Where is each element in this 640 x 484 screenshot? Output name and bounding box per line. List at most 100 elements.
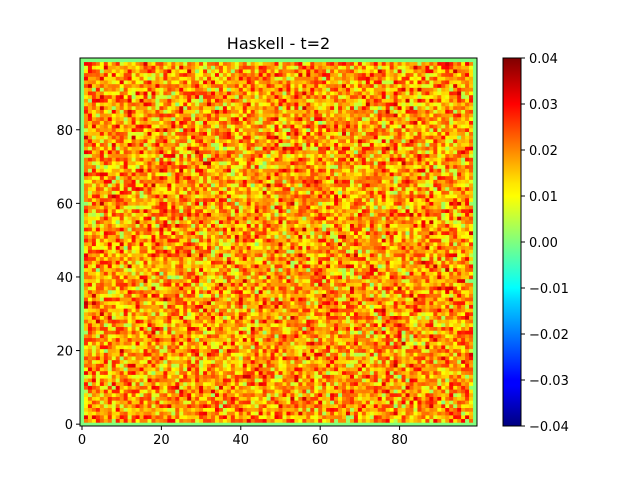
- heatmap-cell: [191, 337, 196, 342]
- heatmap-cell: [385, 396, 391, 401]
- heatmap-cell: [405, 256, 410, 261]
- heatmap-cell: [226, 293, 232, 298]
- heatmap-cell: [119, 359, 125, 364]
- heatmap-cell: [159, 245, 164, 250]
- heatmap-cell: [163, 300, 168, 305]
- heatmap-cell: [425, 378, 430, 383]
- heatmap-cell: [234, 289, 240, 294]
- heatmap-cell: [465, 392, 470, 397]
- heatmap-cell: [147, 253, 152, 258]
- heatmap-cell: [127, 352, 133, 357]
- heatmap-cell: [326, 348, 331, 353]
- heatmap-cell: [361, 341, 367, 346]
- heatmap-cell: [381, 370, 387, 375]
- heatmap-cell: [143, 370, 148, 375]
- heatmap-cell: [87, 352, 93, 357]
- heatmap-cell: [314, 334, 319, 339]
- heatmap-cell: [326, 282, 331, 287]
- heatmap-cell: [83, 370, 89, 375]
- heatmap-cell: [345, 400, 351, 405]
- heatmap-cell: [167, 422, 172, 427]
- heatmap-cell: [433, 315, 438, 320]
- heatmap-cell: [298, 396, 303, 401]
- heatmap-cell: [282, 260, 287, 265]
- heatmap-cell: [171, 389, 176, 394]
- heatmap-cell: [417, 319, 422, 324]
- heatmap-cell: [131, 392, 136, 397]
- heatmap-cell: [123, 286, 129, 291]
- heatmap-cell: [330, 389, 335, 394]
- heatmap-cell: [199, 271, 204, 276]
- heatmap-cell: [143, 304, 148, 309]
- heatmap-cell: [147, 385, 152, 390]
- heatmap-cell: [246, 392, 252, 397]
- heatmap-cell: [377, 400, 383, 405]
- heatmap-cell: [314, 282, 319, 287]
- heatmap-cell: [389, 242, 395, 247]
- heatmap-cell: [119, 322, 125, 328]
- heatmap-cell: [322, 370, 327, 375]
- heatmap-cell: [330, 256, 335, 261]
- heatmap-cell: [373, 275, 379, 280]
- heatmap-cell: [111, 300, 117, 305]
- heatmap-cell: [218, 400, 224, 405]
- heatmap-cell: [306, 385, 311, 390]
- heatmap-cell: [183, 348, 188, 353]
- heatmap-cell: [83, 396, 89, 401]
- heatmap-cell: [99, 348, 105, 353]
- heatmap-cell: [453, 411, 458, 416]
- heatmap-cell: [123, 422, 129, 427]
- heatmap-cell: [103, 367, 109, 372]
- heatmap-cell: [203, 345, 208, 350]
- heatmap-cell: [95, 389, 101, 394]
- heatmap-cell: [353, 345, 359, 350]
- heatmap-cell: [95, 289, 101, 294]
- heatmap-cell: [441, 348, 446, 353]
- heatmap-cell: [421, 367, 426, 372]
- heatmap-cell: [413, 374, 418, 379]
- heatmap-cell: [254, 407, 260, 412]
- heatmap-cell: [397, 278, 402, 283]
- heatmap-cell: [389, 374, 395, 379]
- heatmap-cell: [445, 253, 450, 258]
- heatmap-cell: [421, 300, 426, 305]
- heatmap-cell: [342, 293, 347, 298]
- heatmap-cell: [171, 256, 176, 261]
- heatmap-cell: [286, 403, 291, 408]
- heatmap-cell: [326, 300, 331, 305]
- heatmap-cell: [242, 253, 248, 258]
- heatmap-cell: [218, 267, 224, 272]
- heatmap-cell: [338, 370, 343, 375]
- heatmap-cell: [409, 352, 414, 357]
- heatmap-cell: [226, 407, 232, 412]
- heatmap-cell: [322, 359, 327, 364]
- heatmap-cell: [246, 304, 252, 309]
- heatmap-cell: [449, 418, 454, 423]
- heatmap-cell: [326, 308, 331, 313]
- heatmap-cell: [377, 348, 383, 353]
- heatmap-cell: [163, 242, 168, 247]
- heatmap-cell: [199, 403, 204, 408]
- heatmap-cell: [199, 418, 204, 423]
- heatmap-cell: [250, 359, 256, 364]
- heatmap-cell: [310, 392, 315, 397]
- heatmap-cell: [449, 282, 454, 287]
- heatmap-cell: [127, 304, 133, 309]
- heatmap-cell: [222, 411, 228, 416]
- heatmap-cell: [242, 352, 248, 357]
- heatmap-cell: [377, 418, 383, 423]
- heatmap-cell: [211, 256, 216, 261]
- heatmap-cell: [258, 330, 264, 335]
- heatmap-cell: [115, 367, 121, 372]
- heatmap-cell: [107, 403, 113, 408]
- heatmap-cell: [385, 245, 391, 250]
- heatmap-cell: [445, 341, 450, 346]
- heatmap-cell: [274, 249, 279, 254]
- heatmap-cell: [222, 334, 228, 339]
- heatmap-cell: [433, 389, 438, 394]
- heatmap-cell: [326, 256, 331, 261]
- heatmap-cell: [441, 308, 446, 313]
- heatmap-cell: [230, 300, 236, 305]
- heatmap-cell: [377, 308, 383, 313]
- heatmap-cell: [163, 326, 168, 331]
